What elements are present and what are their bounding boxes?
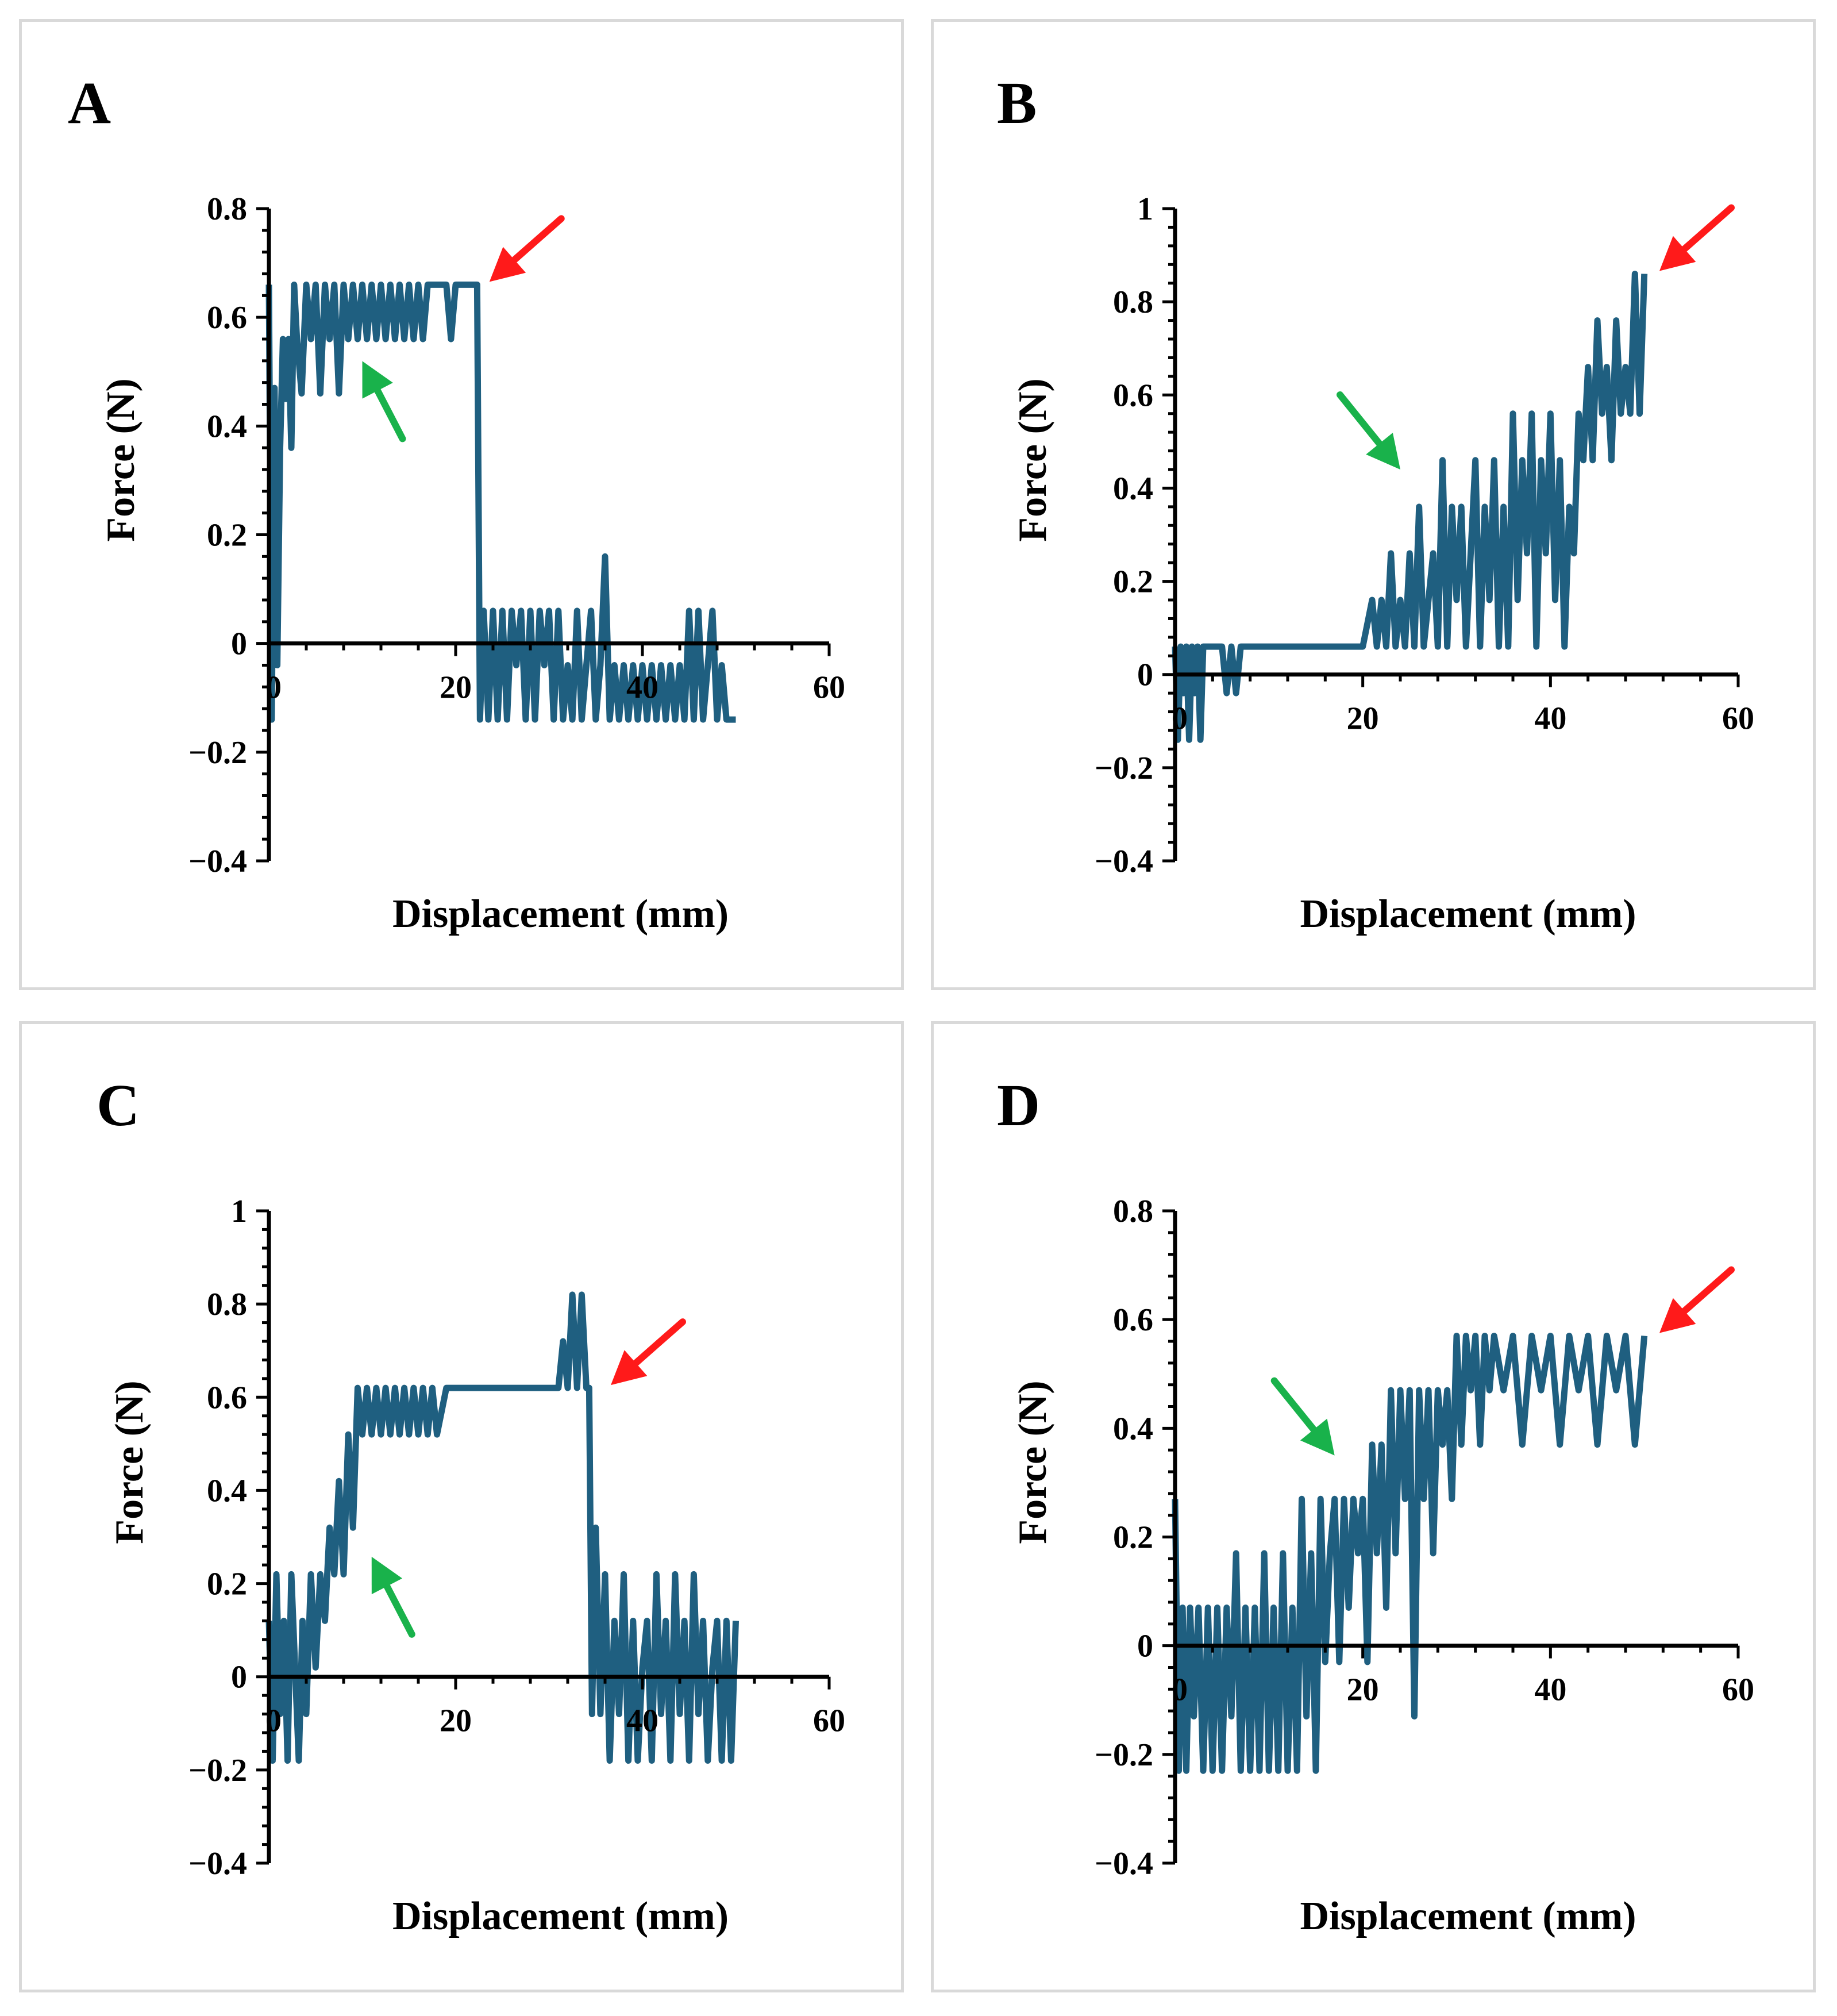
y-tick-label-d: 0.8	[1113, 1194, 1153, 1229]
green-arrow-a-head	[362, 361, 393, 399]
green-arrow-a-shaft	[372, 384, 406, 443]
x-tick-label-d: 0	[1172, 1672, 1188, 1708]
red-arrow-c-shaft	[630, 1318, 686, 1369]
chart-c: −0.4 −0.2 0 0.2 0.4 0.6 0.8 1 0 20 40 60 Displacemen…	[107, 1194, 845, 1938]
y-tick-label-b: 0.8	[1113, 284, 1153, 320]
y-tick-label-a: −0.4	[188, 844, 247, 879]
panel-d: D −0.4 −0.2 0 0.2 0.4 0.6 0.8 0 20 40 60 Displaceme…	[931, 1021, 1816, 1992]
red-arrow-b	[1659, 204, 1735, 271]
series-line-a-0	[265, 281, 736, 723]
y-tick-label-a: 0.6	[207, 300, 247, 336]
red-arrow-d-shaft	[1678, 1266, 1735, 1317]
green-arrow-c-shaft	[382, 1579, 415, 1638]
red-arrow-a-shaft	[508, 215, 565, 266]
y-tick-label-b: −0.4	[1095, 844, 1153, 879]
y-tick-label-c: −0.4	[188, 1846, 247, 1882]
y-tick-label-b: −0.2	[1095, 751, 1153, 786]
x-tick-label-a: 40	[626, 670, 658, 706]
x-tick-label-d: 60	[1722, 1672, 1754, 1708]
x-tick-label-b: 20	[1347, 701, 1379, 737]
panel-letter-b: B	[997, 70, 1037, 136]
y-tick-label-b: 0	[1137, 657, 1153, 693]
panel-b: B −0.4 −0.2 0 0.2 0.4 0.6 0.8 1 0 20 40 60 Displacem…	[931, 19, 1816, 990]
chart-b: −0.4 −0.2 0 0.2 0.4 0.6 0.8 1 0 20 40 60 Displacemen…	[1011, 191, 1754, 936]
y-tick-label-a: 0	[231, 626, 247, 662]
red-arrow-d	[1659, 1266, 1735, 1333]
panel-letter-a: A	[68, 70, 111, 136]
green-arrow-b-head	[1366, 433, 1400, 470]
x-tick-label-a: 60	[813, 670, 845, 706]
y-axis-title-a: Force (N)	[99, 378, 143, 541]
panel-c: C −0.4 −0.2 0 0.2 0.4 0.6 0.8 1 0 20 40 60 Displacem…	[19, 1021, 904, 1992]
y-axis-title-c: Force (N)	[107, 1380, 152, 1544]
y-tick-label-c: 0.2	[207, 1567, 247, 1602]
y-tick-label-c: 0	[231, 1660, 247, 1695]
y-tick-label-d: 0	[1137, 1629, 1153, 1664]
y-tick-label-b: 0.6	[1113, 378, 1153, 413]
y-tick-label-d: 0.4	[1113, 1411, 1153, 1446]
red-arrow-c	[611, 1318, 686, 1386]
red-arrow-b-head	[1659, 236, 1696, 271]
y-tick-label-c: 0.8	[207, 1287, 247, 1322]
y-tick-label-c: 1	[231, 1194, 247, 1229]
x-axis-title-a: Displacement (mm)	[392, 892, 729, 936]
series-line-c-0	[265, 1291, 739, 1764]
x-tick-label-d: 20	[1347, 1672, 1379, 1708]
y-axis-title-d: Force (N)	[1011, 1380, 1055, 1544]
green-arrow-a	[362, 361, 406, 443]
panel-letter-d: D	[997, 1072, 1041, 1138]
red-arrow-d-head	[1659, 1298, 1696, 1333]
red-arrow-b-shaft	[1678, 204, 1735, 255]
green-arrow-d-shaft	[1270, 1377, 1319, 1436]
x-tick-label-c: 20	[440, 1703, 472, 1739]
panel-a: A −0.4 −0.2 0 0.2 0.4 0.6 0.8 0 20 40 60 Displaceme…	[19, 19, 904, 990]
green-arrow-b-shaft	[1337, 391, 1385, 450]
y-tick-label-d: 0.2	[1113, 1520, 1153, 1556]
panel-letter-c: C	[97, 1072, 140, 1138]
chart-d: −0.4 −0.2 0 0.2 0.4 0.6 0.8 0 20 40 60 Displacement…	[1011, 1194, 1754, 1938]
y-tick-label-d: −0.4	[1095, 1846, 1153, 1882]
red-arrow-a	[489, 215, 565, 282]
x-tick-label-b: 0	[1172, 701, 1188, 737]
x-axis-title-c: Displacement (mm)	[392, 1894, 729, 1938]
y-tick-label-b: 1	[1137, 191, 1153, 227]
y-tick-label-b: 0.2	[1113, 564, 1153, 600]
y-tick-label-c: 0.4	[207, 1473, 247, 1509]
x-tick-label-c: 40	[626, 1703, 658, 1739]
series-line-d-0	[1172, 1333, 1648, 1774]
y-tick-label-a: 0.2	[207, 518, 247, 553]
green-arrow-c	[371, 1556, 415, 1638]
x-tick-label-b: 60	[1722, 701, 1754, 737]
y-tick-label-c: 0.6	[207, 1380, 247, 1415]
y-tick-label-d: 0.6	[1113, 1302, 1153, 1338]
chart-a: −0.4 −0.2 0 0.2 0.4 0.6 0.8 0 20 40 60 Displacement…	[99, 191, 845, 936]
series-line-b-0	[1172, 271, 1648, 743]
x-tick-label-a: 0	[265, 670, 282, 706]
x-tick-label-d: 40	[1534, 1672, 1566, 1708]
red-arrow-c-head	[611, 1350, 648, 1386]
x-tick-label-c: 0	[265, 1703, 282, 1739]
x-tick-label-c: 60	[813, 1703, 845, 1739]
y-tick-label-c: −0.2	[188, 1753, 247, 1788]
y-tick-label-b: 0.4	[1113, 471, 1153, 506]
green-arrow-b	[1337, 391, 1400, 470]
y-axis-title-b: Force (N)	[1011, 378, 1055, 541]
green-arrow-d-head	[1300, 1418, 1335, 1456]
y-tick-label-d: −0.2	[1095, 1737, 1153, 1773]
y-tick-label-a: 0.4	[207, 409, 247, 444]
x-tick-label-b: 40	[1534, 701, 1566, 737]
x-axis-title-b: Displacement (mm)	[1300, 892, 1636, 936]
x-tick-label-a: 20	[440, 670, 472, 706]
red-arrow-a-head	[489, 247, 526, 282]
green-arrow-d	[1270, 1377, 1335, 1456]
green-arrow-c-head	[371, 1556, 403, 1595]
x-axis-title-d: Displacement (mm)	[1300, 1894, 1636, 1938]
y-tick-label-a: 0.8	[207, 191, 247, 227]
y-tick-label-a: −0.2	[188, 735, 247, 771]
